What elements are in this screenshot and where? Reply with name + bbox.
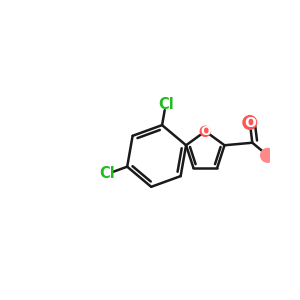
Circle shape [243,116,256,129]
Text: Cl: Cl [158,97,174,112]
Circle shape [261,148,274,162]
Circle shape [200,126,210,136]
Text: Cl: Cl [99,167,115,182]
Text: O: O [200,125,211,138]
Text: O: O [244,116,256,130]
